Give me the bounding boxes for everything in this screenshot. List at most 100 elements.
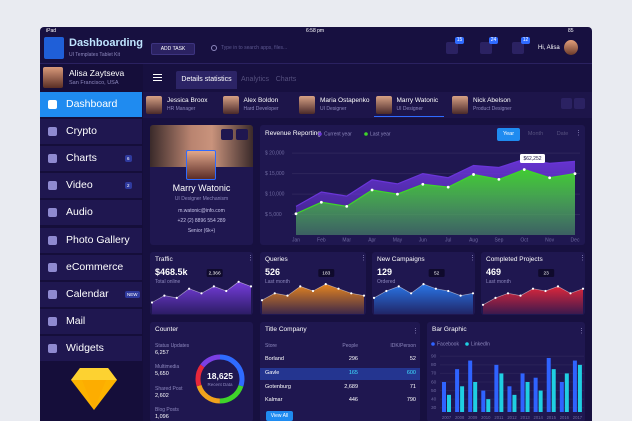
menu-item[interactable] — [40, 254, 142, 280]
tab[interactable]: Analytics — [240, 76, 269, 83]
search-icon — [211, 45, 217, 51]
greeting[interactable]: Hi, Alisa — [538, 45, 560, 51]
counter-value: 1,096 — [155, 413, 169, 420]
app-subtitle: UI Templates Tablet Kit — [69, 52, 120, 58]
menu-icon — [48, 289, 57, 299]
profile-level: Senior (6k+) — [187, 228, 216, 234]
menu-label[interactable]: Video — [66, 179, 93, 192]
person-role: HR Manager — [167, 106, 196, 112]
profile-email: m.watonic@info.com — [178, 208, 225, 214]
menu-item[interactable] — [40, 200, 142, 226]
header-icon-button[interactable] — [480, 42, 492, 54]
stat-title: Traffic — [155, 256, 173, 263]
person-name[interactable]: Alex Boldon — [243, 97, 279, 104]
person-role: UI Designer — [396, 106, 423, 112]
counter-value: 6,257 — [155, 350, 169, 356]
add-task-button[interactable]: ADD TASK — [151, 43, 195, 55]
profile-mail-button[interactable] — [236, 129, 248, 140]
menu-item[interactable] — [40, 308, 142, 334]
person-role: Hard Developer — [243, 106, 279, 112]
person-name[interactable]: Nick Abelson — [473, 97, 511, 104]
header-icon-button[interactable] — [512, 42, 524, 54]
people-strip — [143, 92, 592, 118]
status-battery: 85 — [568, 28, 574, 34]
person-name[interactable]: Jessica Broox — [167, 97, 208, 104]
stat-value: 526 — [265, 267, 281, 277]
table-cell: Kalmar — [265, 397, 283, 404]
person-name[interactable]: Marry Watonic — [396, 97, 439, 104]
app-title: Dashboarding — [69, 37, 143, 49]
menu-icon — [48, 100, 57, 109]
prev-arrow[interactable] — [561, 98, 572, 109]
counter-title: Counter — [155, 326, 179, 333]
period-button[interactable]: Month — [527, 131, 544, 137]
sketch-gem-top — [71, 368, 117, 380]
table-title: Title Company — [265, 326, 307, 333]
menu-icon — [48, 154, 57, 164]
header-badge: 12 — [521, 37, 530, 44]
profile-video-button[interactable] — [221, 129, 233, 140]
logo — [44, 37, 64, 59]
stat-title: Completed Projects — [486, 256, 543, 263]
person-avatar[interactable] — [146, 96, 162, 114]
person-avatar[interactable] — [452, 96, 468, 114]
stat-value: 129 — [377, 267, 393, 277]
table-cell: 446 — [348, 397, 358, 404]
view-all-button[interactable]: View All — [266, 411, 293, 421]
table-cell: 790 — [406, 397, 416, 404]
menu-label[interactable]: Photo Gallery — [66, 233, 130, 246]
table-header: People — [342, 343, 358, 349]
period-button[interactable]: Year — [497, 128, 520, 141]
revenue-title: Revenue Reporting — [265, 130, 322, 137]
table-cell: Gavle — [265, 369, 280, 376]
status-time: 6:58 pm — [306, 28, 325, 34]
menu-label[interactable]: eCommerce — [66, 260, 124, 273]
table-cell: Gotenburg — [265, 383, 291, 390]
counter-label: Shared Post — [155, 385, 183, 392]
period-button[interactable]: Date — [556, 131, 569, 137]
counter-total: 18,625 — [207, 371, 233, 381]
menu-label[interactable]: Audio — [66, 206, 93, 219]
counter-total-caption: Recent Data — [207, 382, 233, 387]
header-badge: 15 — [455, 37, 464, 44]
header-icon-button[interactable] — [446, 42, 458, 54]
person-name[interactable]: Maria Ostapenko — [320, 97, 370, 104]
tab[interactable]: Charts — [275, 76, 297, 83]
profile-photo — [186, 150, 216, 180]
menu-item[interactable] — [40, 227, 142, 253]
table-cell: 296 — [348, 356, 358, 362]
menu-label[interactable]: Charts — [66, 152, 97, 165]
next-arrow[interactable] — [574, 98, 585, 109]
person-avatar[interactable] — [222, 96, 239, 114]
stat-caption: Last month — [265, 279, 290, 285]
card-menu[interactable]: ⋮ — [575, 130, 582, 137]
person-avatar[interactable] — [299, 96, 315, 114]
menu-label[interactable]: Widgets — [66, 341, 104, 354]
menu-badge: 6 — [125, 155, 132, 163]
tab[interactable]: Details statistics — [176, 71, 237, 89]
menu-label[interactable]: Mail — [66, 314, 86, 327]
counter-label: Status Updates — [155, 343, 190, 349]
table-row-selected — [260, 367, 420, 380]
hamburger-line — [153, 77, 162, 78]
user-avatar[interactable] — [564, 40, 578, 55]
menu-label[interactable]: Crypto — [66, 125, 97, 138]
search-input[interactable]: Type in to search apps, files... — [221, 45, 288, 51]
table-header: Store — [265, 343, 277, 349]
table-header: IDK/Person — [390, 343, 416, 349]
person-role: UI Designer — [320, 106, 347, 112]
stat-title: Queries — [265, 256, 288, 263]
menu-label[interactable]: Dashboard — [66, 98, 118, 110]
menu-item[interactable] — [40, 119, 142, 145]
counter-value: 2,602 — [155, 392, 169, 399]
person-role: Product Designer — [473, 106, 512, 112]
menu-item[interactable] — [40, 92, 142, 117]
stat-value: 469 — [486, 267, 502, 277]
person-avatar[interactable] — [375, 96, 392, 114]
menu-label[interactable]: Calendar — [66, 287, 109, 300]
menu-item[interactable] — [40, 335, 142, 361]
menu-icon — [48, 316, 57, 326]
menu-badge: 2 — [125, 182, 132, 190]
counter-value: 5,650 — [155, 371, 169, 378]
